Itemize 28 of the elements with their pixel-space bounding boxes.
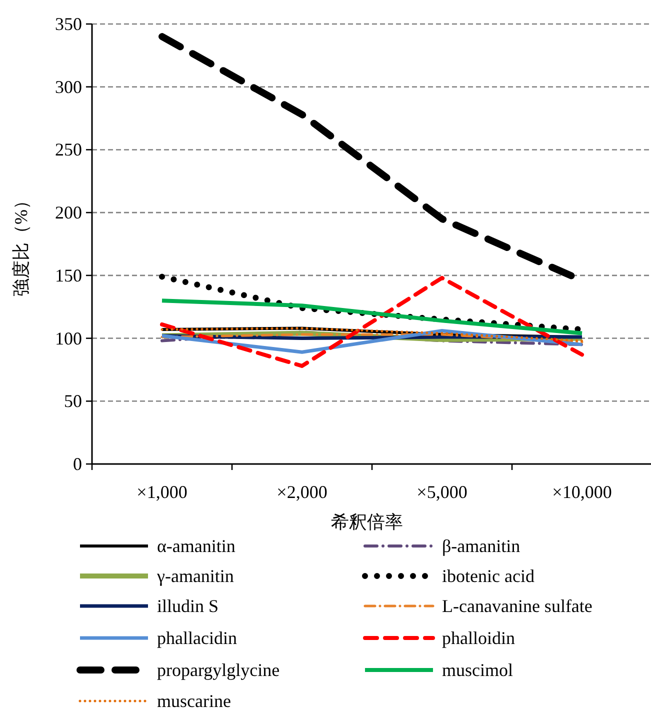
x-tick-label: ×2,000 — [276, 482, 328, 502]
legend-label: α-amanitin — [157, 536, 236, 556]
legend-label: muscarine — [157, 691, 231, 711]
y-tick-label: 350 — [55, 14, 82, 34]
x-tick-label: ×1,000 — [136, 482, 188, 502]
y-tick-label: 0 — [73, 454, 82, 474]
x-axis-title: 希釈倍率 — [331, 512, 403, 532]
y-tick-label: 200 — [55, 202, 82, 223]
legend-label: propargylglycine — [157, 660, 280, 680]
legend-label: ibotenic acid — [442, 566, 534, 586]
y-tick-label: 250 — [55, 140, 82, 160]
legend-label: phallacidin — [157, 628, 237, 648]
x-tick-label: ×5,000 — [416, 482, 468, 502]
y-tick-label: 100 — [55, 328, 82, 348]
line-series — [160, 326, 584, 342]
legend-label: β-amanitin — [442, 536, 520, 556]
legend-label: phalloidin — [442, 628, 515, 648]
y-axis-title: 強度比（%） — [11, 192, 31, 296]
x-tick-label: ×10,000 — [552, 482, 612, 502]
legend-label: illudin S — [157, 596, 219, 616]
y-tick-label: 150 — [55, 265, 82, 286]
y-tick-label: 300 — [55, 76, 82, 97]
line-series — [160, 276, 584, 368]
legend-label: L-canavanine sulfate — [442, 596, 592, 616]
legend-label: muscimol — [442, 660, 513, 680]
y-tick-label: 50 — [64, 391, 82, 412]
line-series — [160, 298, 584, 336]
legend-label: γ-amanitin — [156, 566, 234, 586]
